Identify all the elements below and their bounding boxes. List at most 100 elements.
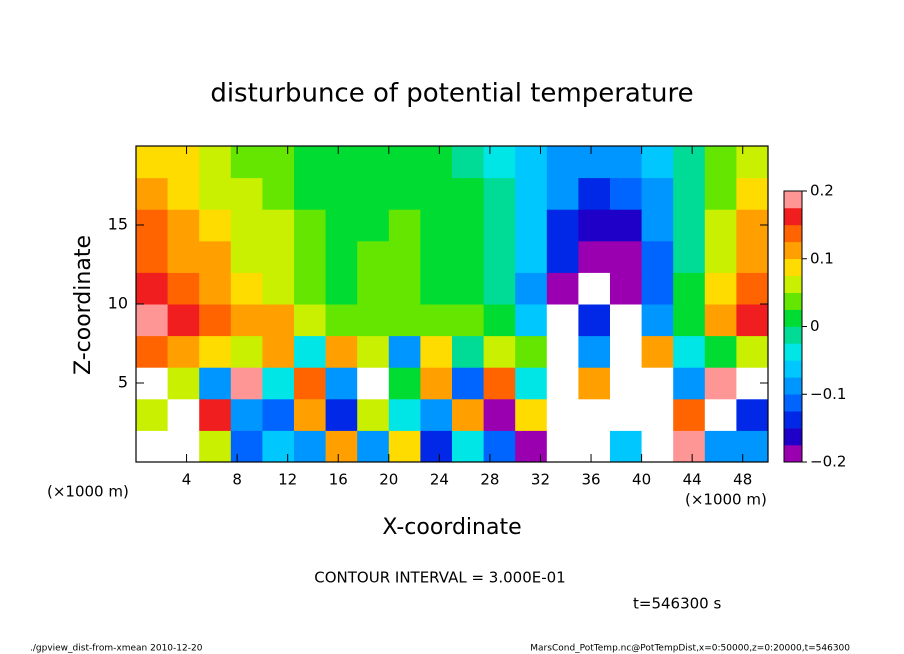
heatmap-cell bbox=[357, 304, 390, 337]
heatmap-cell bbox=[483, 146, 516, 179]
colorbar-band bbox=[784, 445, 802, 463]
heatmap-cell bbox=[136, 335, 169, 368]
colorbar-band bbox=[784, 292, 802, 310]
heatmap-cell bbox=[483, 430, 516, 463]
heatmap-cell bbox=[230, 272, 263, 305]
colorbar-band bbox=[784, 309, 802, 327]
heatmap-cell bbox=[736, 272, 769, 305]
heatmap-cell bbox=[736, 398, 769, 431]
heatmap-cell bbox=[515, 177, 548, 210]
heatmap-cell bbox=[641, 335, 674, 368]
heatmap-cell bbox=[136, 430, 169, 463]
heatmap-cell bbox=[578, 304, 611, 337]
heatmap-cell bbox=[294, 304, 327, 337]
heatmap-cell bbox=[325, 209, 358, 242]
heatmap-cell bbox=[325, 430, 358, 463]
heatmap-cell bbox=[515, 240, 548, 273]
heatmap-cell bbox=[673, 430, 706, 463]
heatmap-cell bbox=[167, 335, 200, 368]
colorbar-band bbox=[784, 207, 802, 226]
heatmap-cell bbox=[136, 272, 169, 305]
y-tick-label: 15 bbox=[108, 215, 128, 234]
heatmap-cell bbox=[515, 367, 548, 400]
heatmap-cell bbox=[262, 209, 295, 242]
y-axis-label: Z-coordinate bbox=[71, 235, 96, 375]
heatmap-cell bbox=[199, 209, 232, 242]
heatmap-cell bbox=[704, 209, 737, 242]
heatmap-cell bbox=[483, 177, 516, 210]
heatmap-cell bbox=[230, 430, 263, 463]
heatmap-cell bbox=[325, 367, 358, 400]
heatmap-cell bbox=[167, 367, 200, 400]
heatmap-cell bbox=[325, 335, 358, 368]
heatmap-cell bbox=[167, 209, 200, 242]
colorbar-band bbox=[784, 377, 802, 395]
x-tick-label: 4 bbox=[182, 471, 192, 489]
heatmap-cell bbox=[199, 398, 232, 431]
x-tick-label: 8 bbox=[232, 471, 242, 489]
colorbar-tick-label: 0.1 bbox=[810, 249, 834, 267]
heatmap-cell bbox=[515, 304, 548, 337]
y-tick-label: 5 bbox=[118, 373, 128, 392]
heatmap-cell bbox=[357, 240, 390, 273]
heatmap-cell bbox=[357, 398, 390, 431]
heatmap-cell bbox=[578, 272, 611, 305]
heatmap-cell bbox=[136, 146, 169, 179]
heatmap-cell bbox=[325, 146, 358, 179]
heatmap-cell bbox=[546, 335, 579, 368]
heatmap-cell bbox=[199, 177, 232, 210]
heatmap-cell bbox=[388, 209, 421, 242]
heatmap-cell bbox=[199, 146, 232, 179]
heatmap-cell bbox=[452, 430, 485, 463]
contour-interval: CONTOUR INTERVAL = 3.000E-01 bbox=[314, 569, 565, 587]
heatmap-cell bbox=[673, 398, 706, 431]
heatmap-cell bbox=[262, 240, 295, 273]
colorbar-tick-label: −0.2 bbox=[810, 453, 846, 471]
heatmap-cell bbox=[515, 335, 548, 368]
heatmap-cell bbox=[167, 240, 200, 273]
heatmap-cell bbox=[294, 335, 327, 368]
heatmap-cell bbox=[736, 146, 769, 179]
heatmap-cell bbox=[736, 240, 769, 273]
colorbar-band bbox=[784, 394, 802, 412]
heatmap-cell bbox=[452, 240, 485, 273]
colorbar-tick-label: 0.2 bbox=[810, 182, 834, 200]
heatmap-cell bbox=[230, 304, 263, 337]
heatmap-cell bbox=[420, 398, 453, 431]
x-tick-label: 48 bbox=[733, 471, 752, 489]
heatmap-cell bbox=[641, 146, 674, 179]
heatmap-cell bbox=[262, 367, 295, 400]
x-tick-label: 28 bbox=[480, 471, 499, 489]
heatmap-cell bbox=[388, 146, 421, 179]
heatmap-cell bbox=[610, 430, 643, 463]
heatmap-cell bbox=[673, 240, 706, 273]
heatmap-cell bbox=[167, 304, 200, 337]
heatmap-cell bbox=[230, 398, 263, 431]
heatmap-cell bbox=[420, 209, 453, 242]
heatmap-cell bbox=[641, 398, 674, 431]
heatmap-cell bbox=[546, 240, 579, 273]
heatmap-cell bbox=[704, 272, 737, 305]
heatmap-cell bbox=[704, 177, 737, 210]
heatmap-cell bbox=[546, 146, 579, 179]
colorbar-band bbox=[784, 326, 802, 344]
heatmap-cell bbox=[230, 177, 263, 210]
heatmap-cell bbox=[483, 304, 516, 337]
heatmap-cell bbox=[325, 240, 358, 273]
y-tick-label: 10 bbox=[108, 294, 128, 313]
heatmap-cell bbox=[483, 209, 516, 242]
x-unit-label: (×1000 m) bbox=[47, 483, 129, 501]
x-tick-label: 36 bbox=[581, 471, 600, 489]
heatmap-cell bbox=[641, 272, 674, 305]
heatmap-cell bbox=[325, 272, 358, 305]
heatmap-cell bbox=[610, 272, 643, 305]
heatmap-cell bbox=[546, 272, 579, 305]
heatmap-cell bbox=[167, 272, 200, 305]
heatmap-cell bbox=[357, 209, 390, 242]
heatmap-cell bbox=[452, 335, 485, 368]
heatmap-cell bbox=[262, 272, 295, 305]
heatmap-cell bbox=[452, 177, 485, 210]
heatmap-cell bbox=[294, 209, 327, 242]
heatmap-cell bbox=[641, 304, 674, 337]
